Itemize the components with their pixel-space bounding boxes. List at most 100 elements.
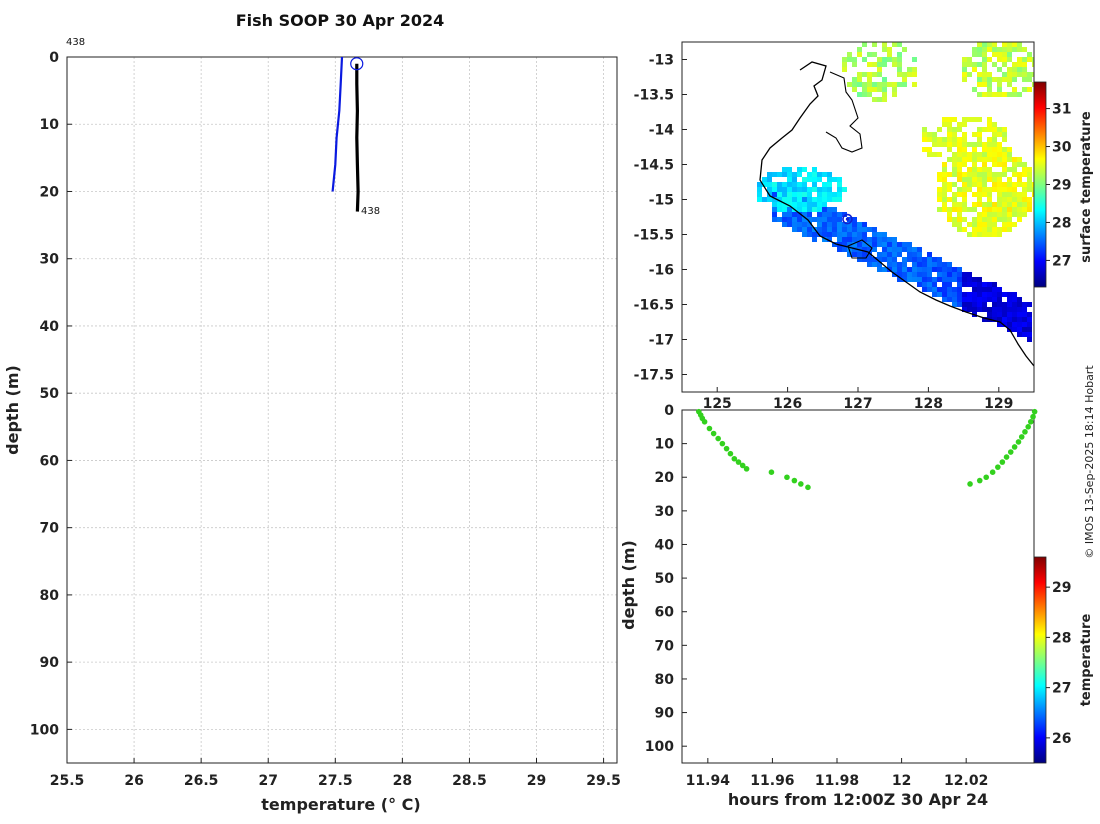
- profile-y-axis-label: depth (m): [3, 365, 22, 455]
- sst-pixel: [842, 222, 847, 227]
- sst-pixel: [1022, 192, 1027, 197]
- sst-pixel: [992, 157, 997, 162]
- sst-pixel: [817, 172, 822, 177]
- sst-pixel: [797, 172, 802, 177]
- sst-pixel: [1017, 172, 1022, 177]
- sst-pixel: [992, 162, 997, 167]
- sst-pixel: [997, 177, 1002, 182]
- sst-pixel: [897, 42, 902, 47]
- sst-pixel: [877, 62, 882, 67]
- sst-pixel: [777, 217, 782, 222]
- sst-pixel: [967, 157, 972, 162]
- sst-pixel: [957, 177, 962, 182]
- sst-pixel: [957, 202, 962, 207]
- sst-pixel: [897, 277, 902, 282]
- sst-pixel: [1017, 327, 1022, 332]
- sst-pixel: [897, 57, 902, 62]
- sst-pixel: [997, 67, 1002, 72]
- map-colorbar-tick-label: 29: [1052, 178, 1071, 194]
- sst-pixel: [1022, 197, 1027, 202]
- sst-pixel: [872, 97, 877, 102]
- sst-pixel: [762, 182, 767, 187]
- sst-pixel: [977, 42, 982, 47]
- sst-pixel: [857, 72, 862, 77]
- sst-pixel: [932, 257, 937, 262]
- sst-pixel: [767, 187, 772, 192]
- sst-pixel: [1002, 217, 1007, 222]
- coastline-island: [847, 239, 873, 259]
- sst-pixel: [767, 177, 772, 182]
- sst-pixel: [822, 207, 827, 212]
- sst-pixel: [967, 57, 972, 62]
- sst-pixel: [907, 267, 912, 272]
- sst-pixel: [957, 302, 962, 307]
- ship-position-ring: [842, 213, 853, 225]
- sst-pixel: [847, 82, 852, 87]
- sst-pixel: [982, 142, 987, 147]
- sst-pixel: [872, 72, 877, 77]
- section-point: [1027, 418, 1034, 425]
- sst-pixel: [992, 177, 997, 182]
- sst-pixel: [937, 272, 942, 277]
- sst-pixel: [892, 257, 897, 262]
- section-point: [731, 455, 738, 462]
- sst-pixel: [892, 262, 897, 267]
- sst-pixel: [962, 72, 967, 77]
- sst-pixel: [1012, 307, 1017, 312]
- section-point: [743, 466, 750, 472]
- sst-pixel: [792, 182, 797, 187]
- sst-pixel: [1002, 202, 1007, 207]
- sst-pixel: [937, 177, 942, 182]
- sst-pixel: [862, 237, 867, 242]
- sst-pixel: [962, 202, 967, 207]
- section-point: [999, 459, 1006, 465]
- sst-pixel: [977, 227, 982, 232]
- sst-pixel: [837, 212, 842, 217]
- sst-pixel: [957, 147, 962, 152]
- sst-pixel: [1017, 212, 1022, 217]
- sst-pixel: [997, 47, 1002, 52]
- sst-pixel: [872, 227, 877, 232]
- sst-pixel: [822, 237, 827, 242]
- sst-pixel: [972, 207, 977, 212]
- sst-pixel: [962, 292, 967, 297]
- sst-pixel: [1007, 182, 1012, 187]
- sst-pixel: [987, 307, 992, 312]
- sst-pixel: [977, 82, 982, 87]
- sst-pixel: [802, 217, 807, 222]
- section-plot-frame: [681, 409, 1035, 764]
- sst-pixel: [772, 192, 777, 197]
- sst-pixel: [917, 272, 922, 277]
- sst-pixel: [812, 237, 817, 242]
- sst-pixel: [927, 152, 932, 157]
- map-colorbar-tick-label: 28: [1052, 215, 1071, 231]
- sst-pixel: [977, 217, 982, 222]
- sst-pixel: [857, 242, 862, 247]
- sst-pixel: [882, 87, 887, 92]
- sst-pixel: [972, 297, 977, 302]
- sst-pixel: [977, 192, 982, 197]
- section-colorbar-ticks: 26 27 28 29: [1046, 580, 1071, 747]
- sst-pixel: [847, 57, 852, 62]
- sst-pixel: [1007, 82, 1012, 87]
- sst-pixel: [872, 262, 877, 267]
- sst-pixel: [962, 57, 967, 62]
- sst-pixel: [1002, 157, 1007, 162]
- sst-pixel: [802, 167, 807, 172]
- sst-pixel: [942, 192, 947, 197]
- sst-pixel: [977, 152, 982, 157]
- sst-pixel: [982, 287, 987, 292]
- sst-pixel: [792, 227, 797, 232]
- sst-pixel: [967, 292, 972, 297]
- sst-pixel: [837, 222, 842, 227]
- sst-pixel: [1017, 42, 1022, 47]
- sst-pixel: [792, 177, 797, 182]
- profile-x-tick-label: 28.5: [452, 773, 487, 789]
- sst-pixel: [992, 227, 997, 232]
- sst-pixel: [987, 202, 992, 207]
- profile-x-tick-label: 29: [527, 773, 546, 789]
- sst-pixel: [782, 212, 787, 217]
- sst-pixel: [957, 187, 962, 192]
- section-y-tick-label: 10: [655, 437, 675, 453]
- sst-pixel: [1002, 72, 1007, 77]
